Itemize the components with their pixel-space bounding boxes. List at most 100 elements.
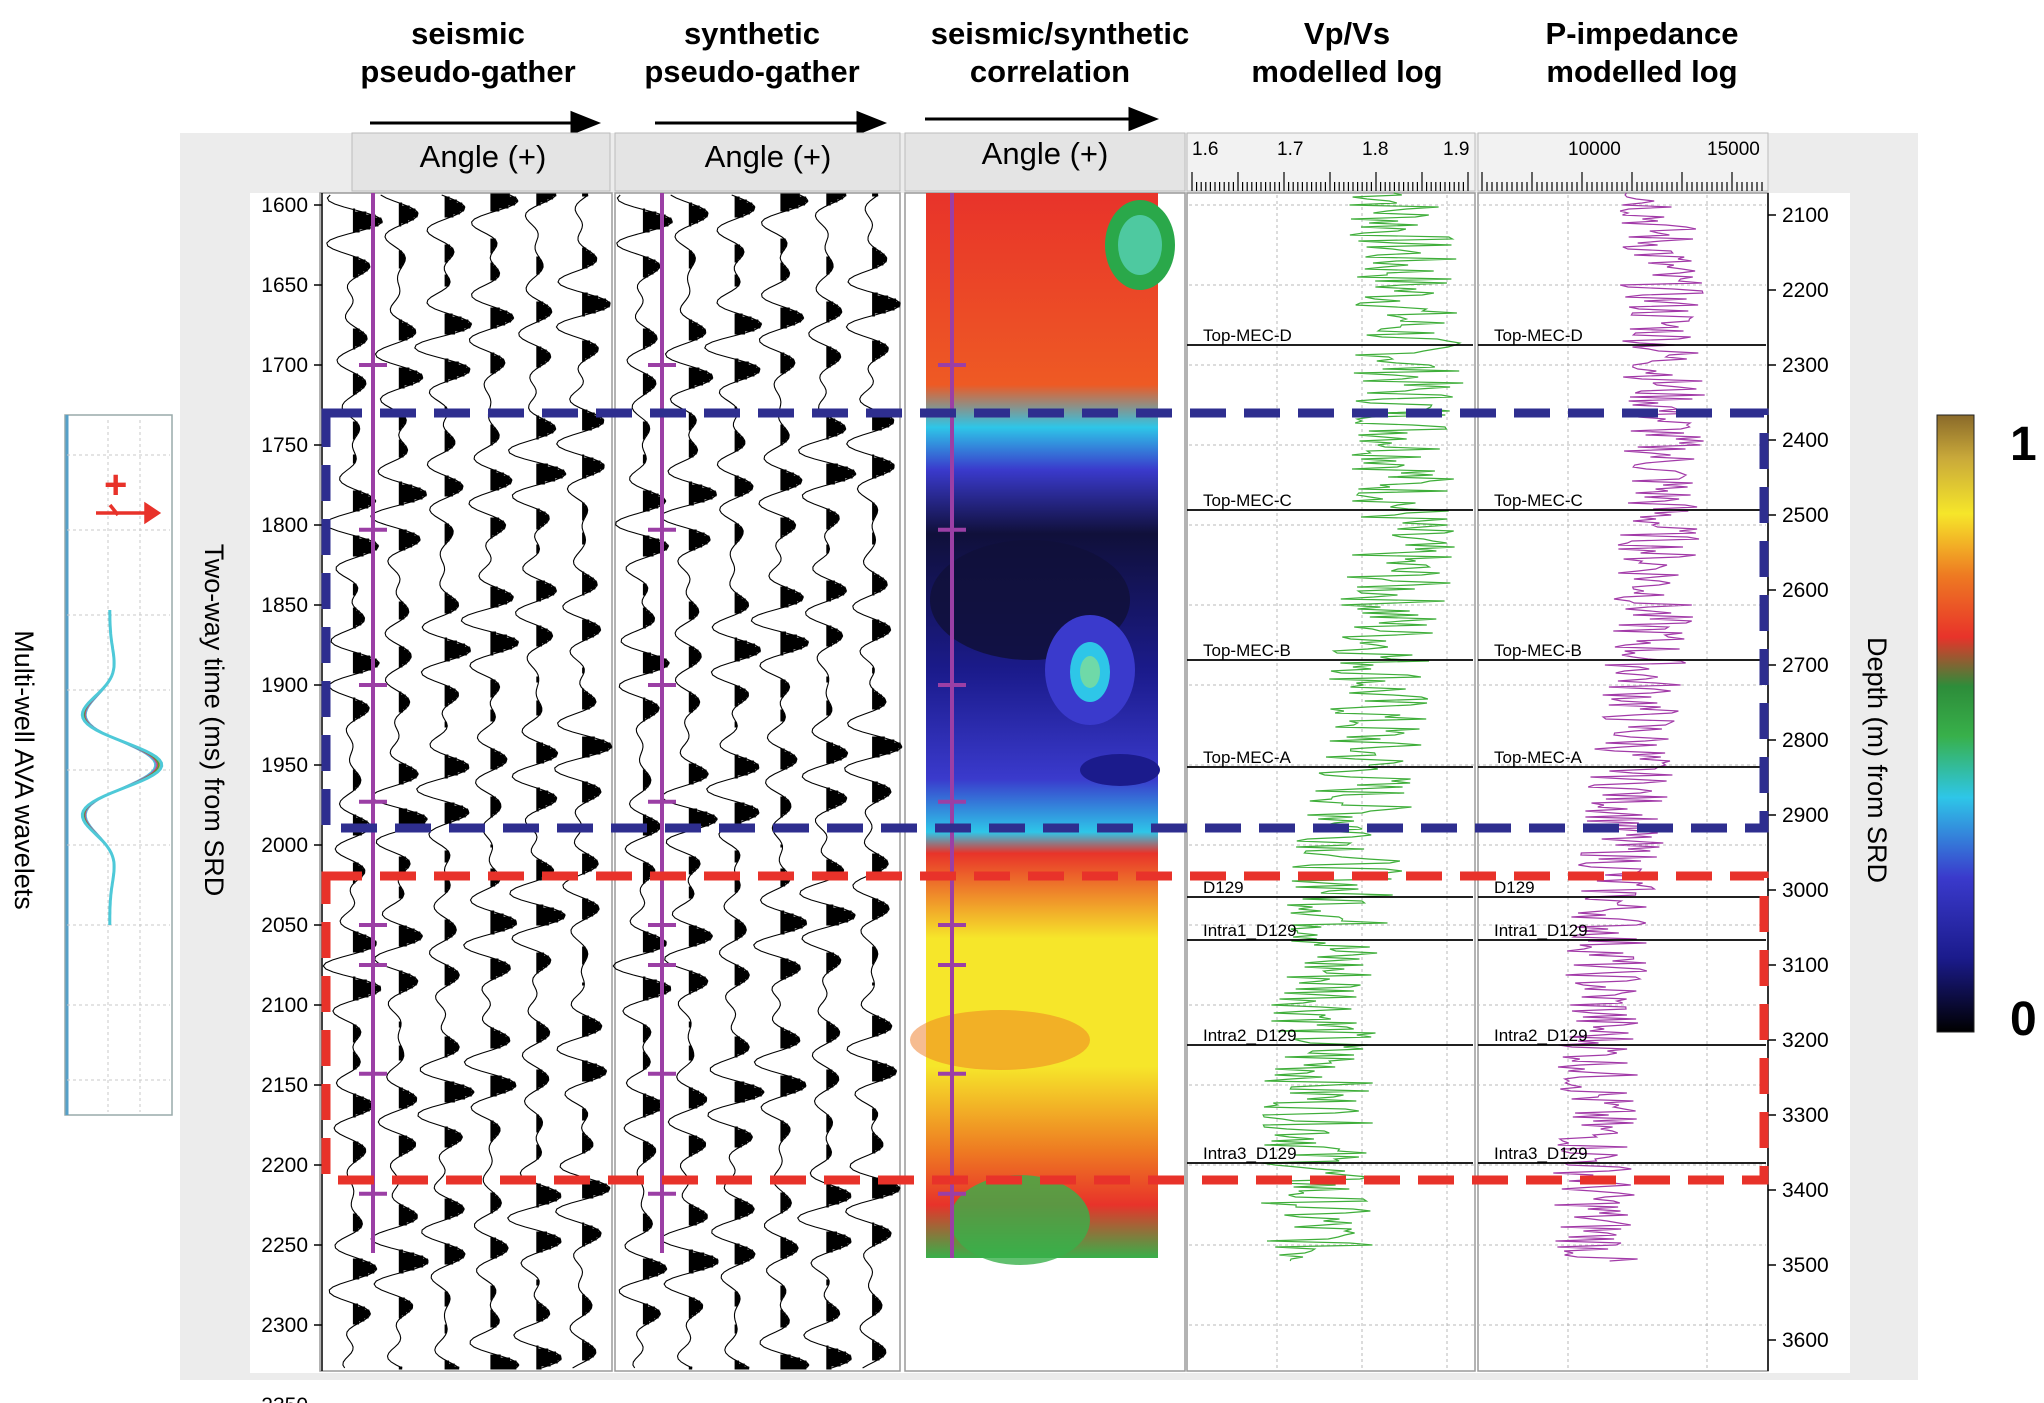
time-tick-label: 2350	[261, 1394, 308, 1403]
header-seismic-line2: pseudo-gather	[360, 54, 575, 89]
wavelet-plus-sign: +	[104, 463, 127, 507]
trace	[704, 194, 765, 1369]
wavelet-curve	[80, 610, 164, 925]
time-tick-label: 2150	[261, 1074, 308, 1097]
red-dashed-box	[321, 871, 1769, 1185]
depth-axis-ticks: 2100 2200 2300 2400 2500 2600 2700 2800 2900 3000…	[1768, 204, 1829, 1352]
wavelet-inset: + Multi-well AVA wavelets	[9, 414, 173, 1116]
correlation-panel	[910, 193, 1175, 1265]
depth-tick-label: 2600	[1782, 579, 1829, 602]
horizon-markers: Top-MEC-D Top-MEC-D Top-MEC-C Top-MEC-C Top-…	[1187, 326, 1766, 1164]
time-tick-label: 2250	[261, 1234, 308, 1257]
header-seismic-line1: seismic	[411, 16, 525, 51]
depth-tick-label: 3100	[1782, 954, 1829, 977]
pimp-log-curve	[1553, 192, 1705, 1262]
header-pimp-line1: P-impedance	[1546, 16, 1739, 51]
trace-fill	[734, 196, 764, 1370]
synthetic-pseudo-gather	[612, 193, 903, 1370]
depth-tick-label: 3200	[1782, 1029, 1829, 1052]
trace-fill	[780, 193, 809, 1370]
horizon-label: Top-MEC-B	[1203, 641, 1291, 660]
colorbar-max-label: 1	[2010, 418, 2037, 471]
horizon-label: Intra1_D129	[1494, 921, 1588, 940]
depth-tick-label: 2900	[1782, 804, 1829, 827]
time-tick-label: 1700	[261, 354, 308, 377]
depth-tick-label: 2700	[1782, 654, 1829, 677]
horizon-label: Intra1_D129	[1203, 921, 1297, 940]
horizon-label: D129	[1494, 878, 1535, 897]
horizon-label: D129	[1203, 878, 1244, 897]
horizon-label: Top-MEC-B	[1494, 641, 1582, 660]
trace	[414, 194, 475, 1369]
trace-fill	[582, 193, 612, 1361]
trace-fill	[642, 208, 673, 1325]
angle-arrows	[370, 106, 1160, 136]
depth-tick-label: 3500	[1782, 1254, 1829, 1277]
header-synthetic-line2: pseudo-gather	[644, 54, 859, 89]
angle-label-synthetic: Angle (+)	[705, 139, 832, 174]
horizon-label: Top-MEC-A	[1203, 748, 1292, 767]
trace-fill	[490, 193, 519, 1370]
time-tick-label: 2050	[261, 914, 308, 937]
time-tick-label: 1850	[261, 594, 308, 617]
header-vpvs-line1: Vp/Vs	[1304, 16, 1390, 51]
time-tick-label: 1750	[261, 434, 308, 457]
depth-tick-label: 2500	[1782, 504, 1829, 527]
horizon-label: Intra2_D129	[1494, 1026, 1588, 1045]
angle-bar-correlation	[904, 132, 1186, 192]
angle-bar-seismic	[351, 132, 611, 192]
pimp-scale-15000: 15000	[1707, 139, 1760, 160]
colorbar-min-label: 0	[2010, 993, 2037, 1046]
horizon-label: Top-MEC-A	[1494, 748, 1583, 767]
wavelet-label: Multi-well AVA wavelets	[9, 630, 39, 910]
depth-tick-label: 2400	[1782, 429, 1829, 452]
trace	[797, 194, 857, 1369]
column-headers: seismic pseudo-gather synthetic pseudo-g…	[360, 16, 1738, 89]
pimp-scale-10000: 10000	[1568, 139, 1621, 160]
vpvs-scale-1-6: 1.6	[1192, 139, 1218, 160]
well-markers	[359, 193, 966, 1258]
horizon-label: Top-MEC-D	[1494, 326, 1583, 345]
angle-label-seismic: Angle (+)	[420, 139, 547, 174]
time-tick-label: 1950	[261, 754, 308, 777]
time-tick-label: 2000	[261, 834, 308, 857]
header-pimp-line2: modelled log	[1546, 54, 1737, 89]
time-tick-label: 1600	[261, 194, 308, 217]
header-correlation-line1: seismic/synthetic	[931, 16, 1189, 51]
pimp-scale: 10000 15000	[1477, 132, 1769, 192]
trace-fill	[444, 196, 474, 1370]
header-correlation-line2: correlation	[970, 54, 1130, 89]
angle-bar-synthetic	[614, 132, 901, 192]
wavelet-arrow-icon	[96, 501, 162, 525]
depth-tick-label: 3300	[1782, 1104, 1829, 1127]
horizon-label: Top-MEC-C	[1494, 491, 1583, 510]
time-axis-ticks: 1600 1650 1700 1750 1800 1850 1900 1950 2000 2050…	[261, 194, 322, 1403]
trace	[460, 194, 520, 1369]
depth-tick-label: 3600	[1782, 1329, 1829, 1352]
vpvs-scale-1-9: 1.9	[1443, 139, 1469, 160]
time-tick-label: 2300	[261, 1314, 308, 1337]
trace	[507, 194, 567, 1369]
colorbar: 1 0	[1936, 414, 2037, 1046]
depth-axis-label: Depth (m) from SRD	[1862, 637, 1892, 883]
depth-tick-label: 2200	[1782, 279, 1829, 302]
header-synthetic-line1: synthetic	[684, 16, 820, 51]
vpvs-scale-1-7: 1.7	[1277, 139, 1303, 160]
depth-tick-label: 3000	[1782, 879, 1829, 902]
horizon-label: Intra3_D129	[1203, 1144, 1297, 1163]
depth-tick-label: 3400	[1782, 1179, 1829, 1202]
depth-tick-label: 2300	[1782, 354, 1829, 377]
trace-fill	[872, 193, 902, 1361]
vpvs-scale: 1.6 1.7 1.8 1.9	[1186, 132, 1476, 192]
time-tick-label: 2200	[261, 1154, 308, 1177]
horizon-label: Top-MEC-C	[1203, 491, 1292, 510]
trace	[750, 194, 810, 1369]
time-tick-label: 1900	[261, 674, 308, 697]
horizon-label: Top-MEC-D	[1203, 326, 1292, 345]
time-tick-label: 1650	[261, 274, 308, 297]
horizon-label: Intra3_D129	[1494, 1144, 1588, 1163]
blue-dashed-box	[321, 408, 1769, 833]
vpvs-scale-1-8: 1.8	[1362, 139, 1388, 160]
angle-label-correlation: Angle (+)	[982, 136, 1109, 171]
time-tick-label: 1800	[261, 514, 308, 537]
